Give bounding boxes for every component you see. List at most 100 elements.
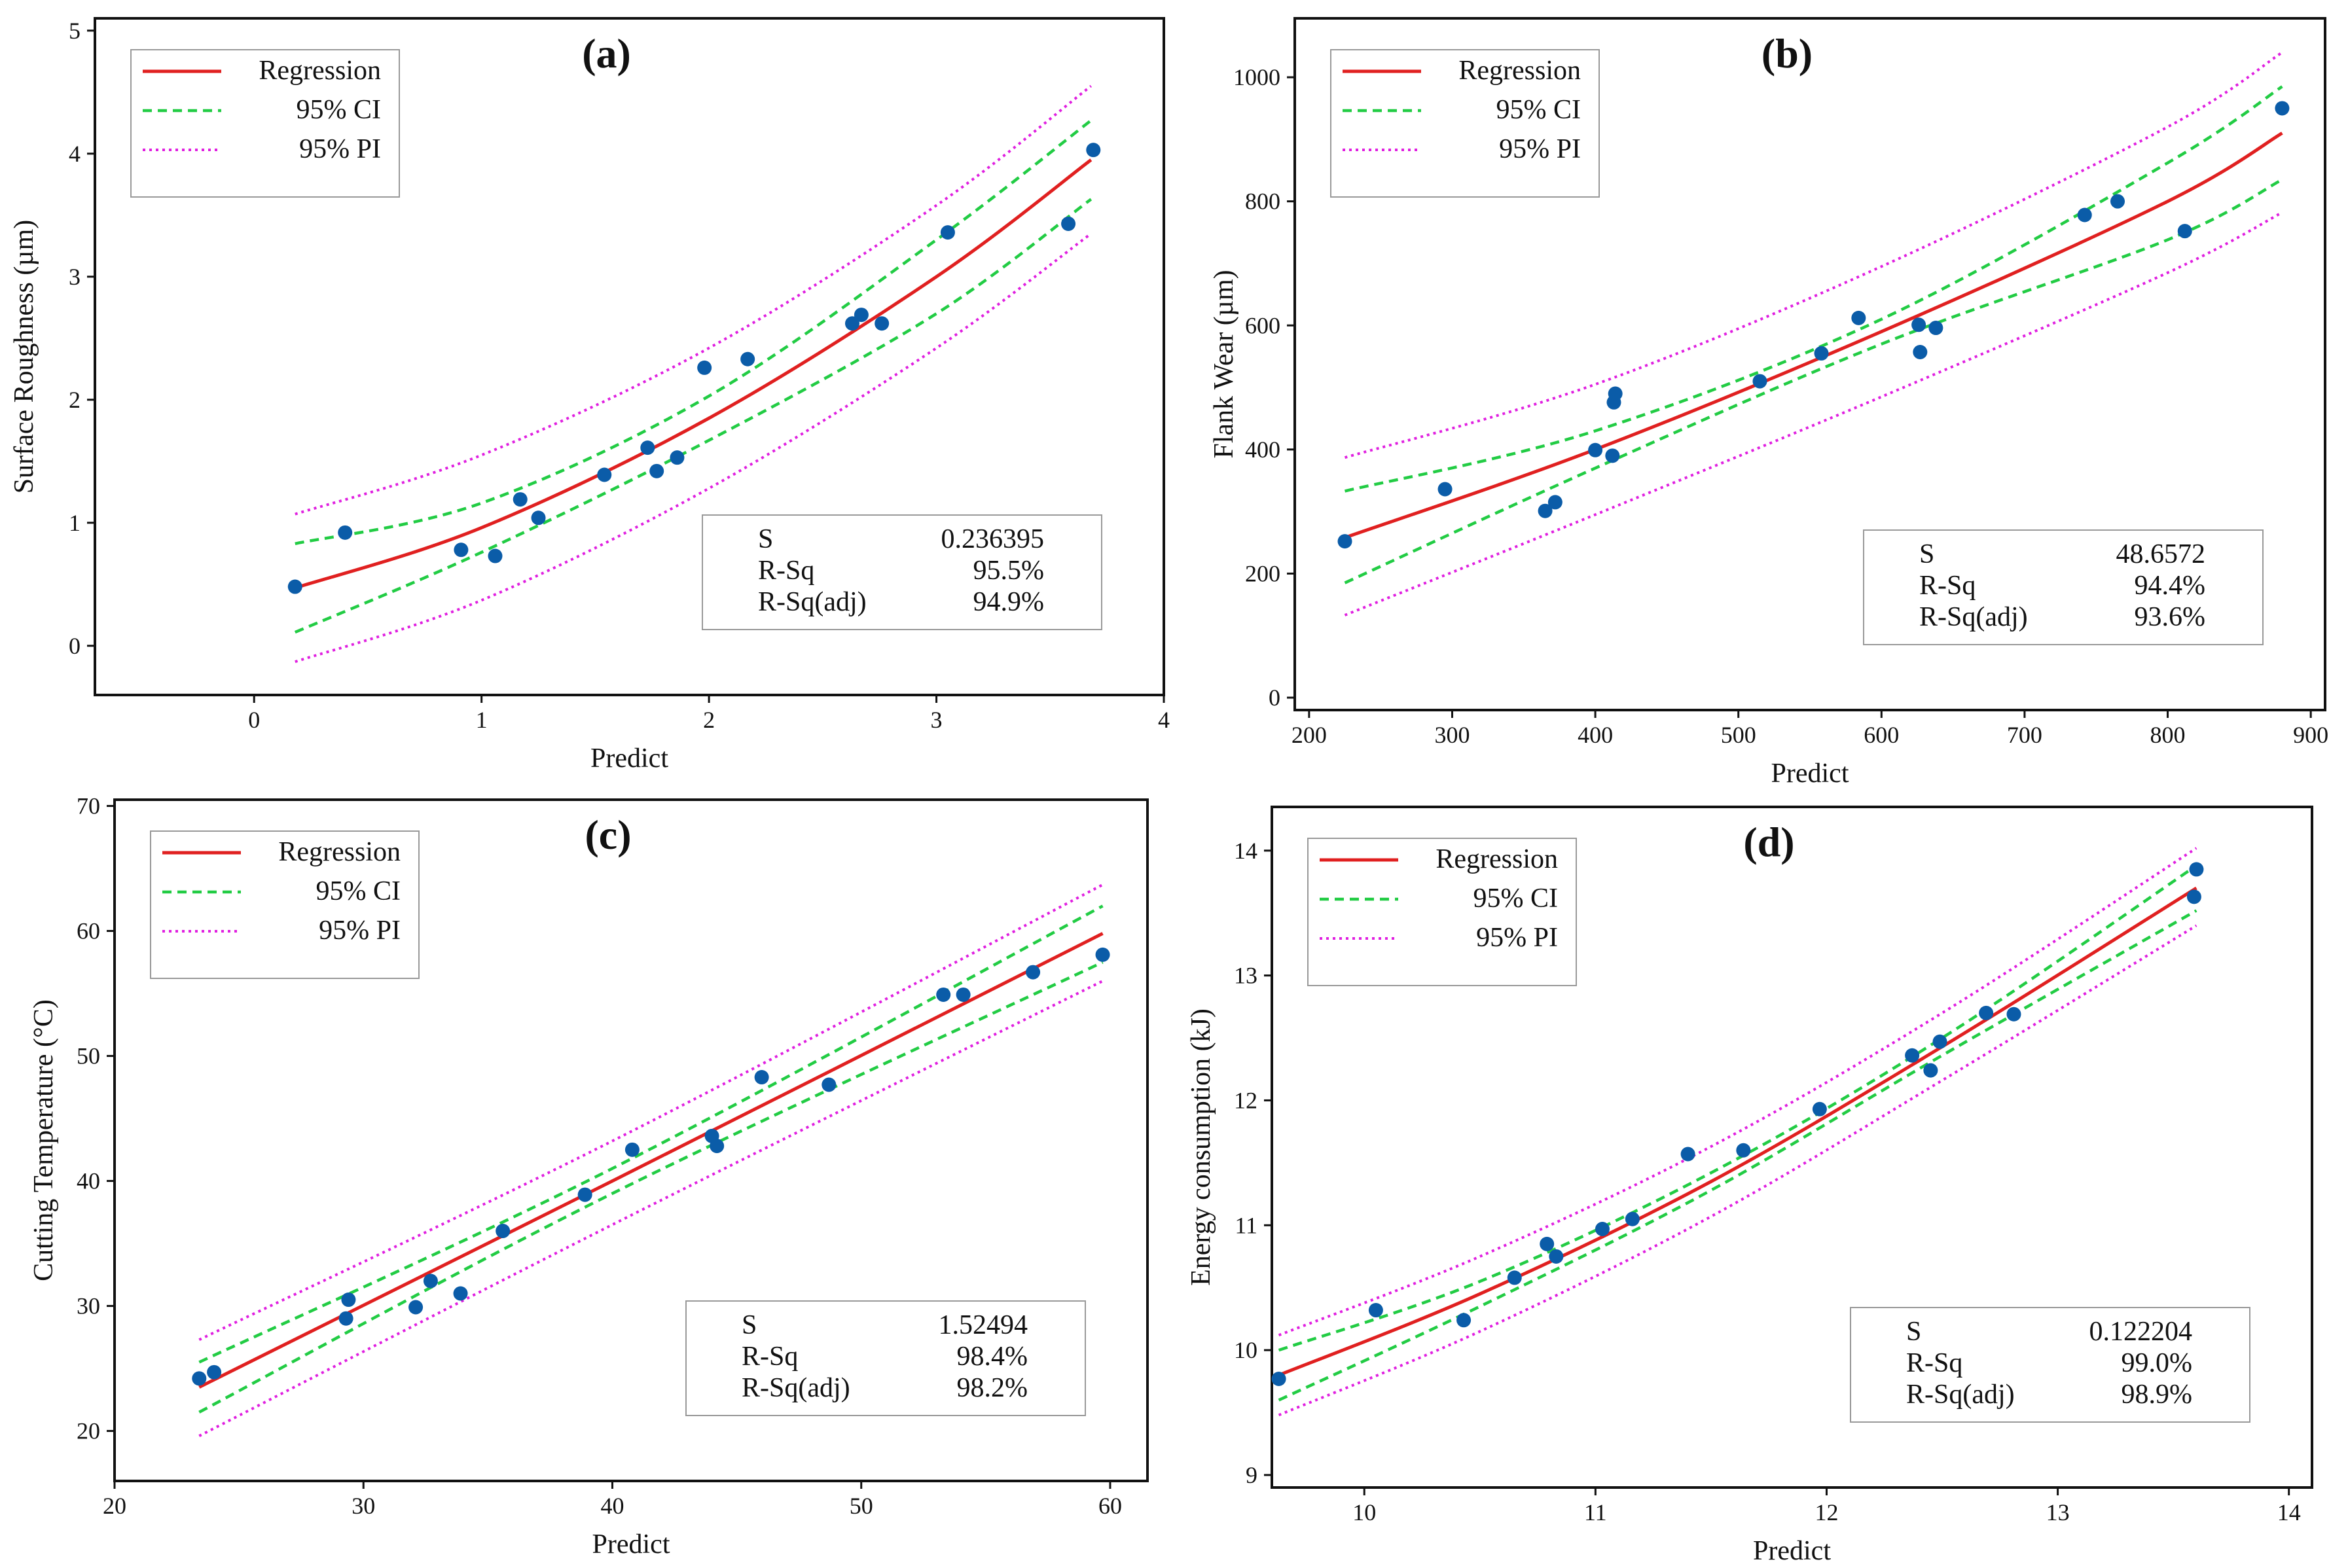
- x-tick-label: 12: [1815, 1499, 1838, 1525]
- data-point: [1540, 1236, 1555, 1251]
- stat-value: 0.236395: [941, 524, 1045, 554]
- data-point: [1625, 1211, 1640, 1226]
- pi-lower-line: [295, 232, 1092, 664]
- panel-label: (b): [1761, 30, 1813, 77]
- legend-entry: Regression: [1458, 56, 1581, 86]
- data-point: [423, 1274, 438, 1289]
- data-point: [1905, 1048, 1920, 1063]
- x-tick-label: 20: [103, 1493, 126, 1519]
- data-point: [1932, 1034, 1947, 1049]
- pi-upper-line: [1278, 847, 2197, 1337]
- data-point: [710, 1139, 725, 1154]
- data-point: [1851, 310, 1866, 325]
- x-tick-label: 4: [1158, 707, 1170, 733]
- y-tick-label: 3: [69, 264, 81, 290]
- x-tick-label: 800: [2150, 722, 2186, 748]
- x-tick-label: 40: [600, 1493, 624, 1519]
- data-point: [1507, 1270, 1522, 1285]
- data-point: [1812, 1101, 1827, 1116]
- stat-label: S: [758, 524, 773, 554]
- data-point: [2177, 224, 2192, 239]
- ci-upper-line: [295, 119, 1093, 545]
- y-axis-title: Flank Wear (µm): [1209, 270, 1239, 458]
- data-point: [1061, 216, 1076, 231]
- x-tick-label: 11: [1584, 1499, 1607, 1525]
- data-point: [670, 450, 685, 465]
- x-axis-title: Predict: [1771, 758, 1849, 789]
- x-tick-label: 10: [1352, 1499, 1376, 1525]
- x-tick-label: 2: [703, 707, 715, 733]
- pi-lower-line: [1278, 924, 2197, 1417]
- data-point: [740, 351, 755, 366]
- legend-entry: 95% PI: [1476, 923, 1558, 953]
- y-tick-label: 60: [77, 918, 100, 944]
- y-tick-label: 2: [69, 387, 81, 413]
- y-axis-title: Surface Roughness (µm): [9, 220, 39, 493]
- data-point: [854, 308, 869, 323]
- panel-2: 20 30 40 50 60 20 30 40 50 60 70 Predict Cutting Tem…: [29, 793, 1149, 1559]
- x-tick-label: 60: [1098, 1493, 1122, 1519]
- stat-value: 94.4%: [2135, 571, 2206, 601]
- stat-value: 98.2%: [957, 1373, 1028, 1403]
- data-point: [1928, 321, 1943, 336]
- x-tick-label: 1: [476, 707, 488, 733]
- data-point: [2110, 194, 2125, 209]
- data-point: [936, 987, 951, 1002]
- data-point: [649, 463, 664, 478]
- panel-label: (d): [1743, 819, 1794, 865]
- data-point: [1680, 1147, 1695, 1162]
- data-point: [2189, 862, 2204, 877]
- y-tick-label: 30: [77, 1293, 100, 1319]
- x-tick-label: 13: [2046, 1499, 2070, 1525]
- stats-box: [1850, 1307, 2250, 1423]
- stat-label: R-Sq(adj): [1906, 1380, 2015, 1410]
- ci-upper-line: [1344, 85, 2283, 493]
- legend-entry: Regression: [1436, 844, 1558, 874]
- data-point: [624, 1142, 640, 1157]
- data-point: [2077, 207, 2092, 223]
- data-point: [192, 1371, 207, 1386]
- plot-frame: [1293, 17, 2326, 711]
- stat-value: 95.5%: [973, 556, 1045, 586]
- stat-label: S: [1906, 1317, 1921, 1347]
- regression-line: [198, 932, 1104, 1389]
- data-point: [754, 1070, 769, 1085]
- x-tick-label: 14: [2277, 1499, 2301, 1525]
- stat-value: 0.122204: [2089, 1317, 2193, 1347]
- x-axis-title: Predict: [1753, 1536, 1831, 1566]
- data-point: [1437, 482, 1453, 497]
- y-tick-label: 800: [1245, 188, 1280, 215]
- stat-label: R-Sq: [742, 1342, 798, 1372]
- data-point: [875, 316, 890, 331]
- data-point: [1588, 442, 1603, 457]
- data-point: [1549, 1249, 1564, 1264]
- stat-label: S: [1919, 539, 1934, 569]
- y-tick-label: 70: [77, 793, 100, 819]
- x-tick-label: 700: [2007, 722, 2042, 748]
- data-point: [956, 987, 971, 1002]
- data-point: [341, 1292, 356, 1308]
- ci-lower-line: [1278, 909, 2197, 1402]
- legend-entry: 95% CI: [1473, 883, 1559, 914]
- legend-entry: 95% PI: [319, 916, 401, 946]
- stat-label: S: [742, 1310, 757, 1340]
- y-tick-label: 9: [1246, 1462, 1257, 1488]
- data-point: [454, 543, 469, 558]
- stats-box: [685, 1300, 1086, 1416]
- data-point: [1337, 534, 1352, 549]
- x-tick-label: 500: [1721, 722, 1756, 748]
- legend-box: [1307, 838, 1577, 986]
- regression-line: [1344, 132, 2283, 539]
- x-tick-label: 600: [1864, 722, 1899, 748]
- data-point: [1547, 495, 1562, 510]
- stat-value: 98.4%: [957, 1342, 1028, 1372]
- data-point: [2006, 1007, 2021, 1022]
- x-tick-label: 30: [352, 1493, 375, 1519]
- stat-value: 48.6572: [2116, 539, 2206, 569]
- data-point: [1911, 317, 1926, 332]
- data-point: [1736, 1143, 1751, 1158]
- y-tick-label: 1000: [1233, 64, 1280, 90]
- data-point: [496, 1223, 511, 1238]
- legend-box: [150, 830, 420, 979]
- data-point: [1368, 1303, 1383, 1318]
